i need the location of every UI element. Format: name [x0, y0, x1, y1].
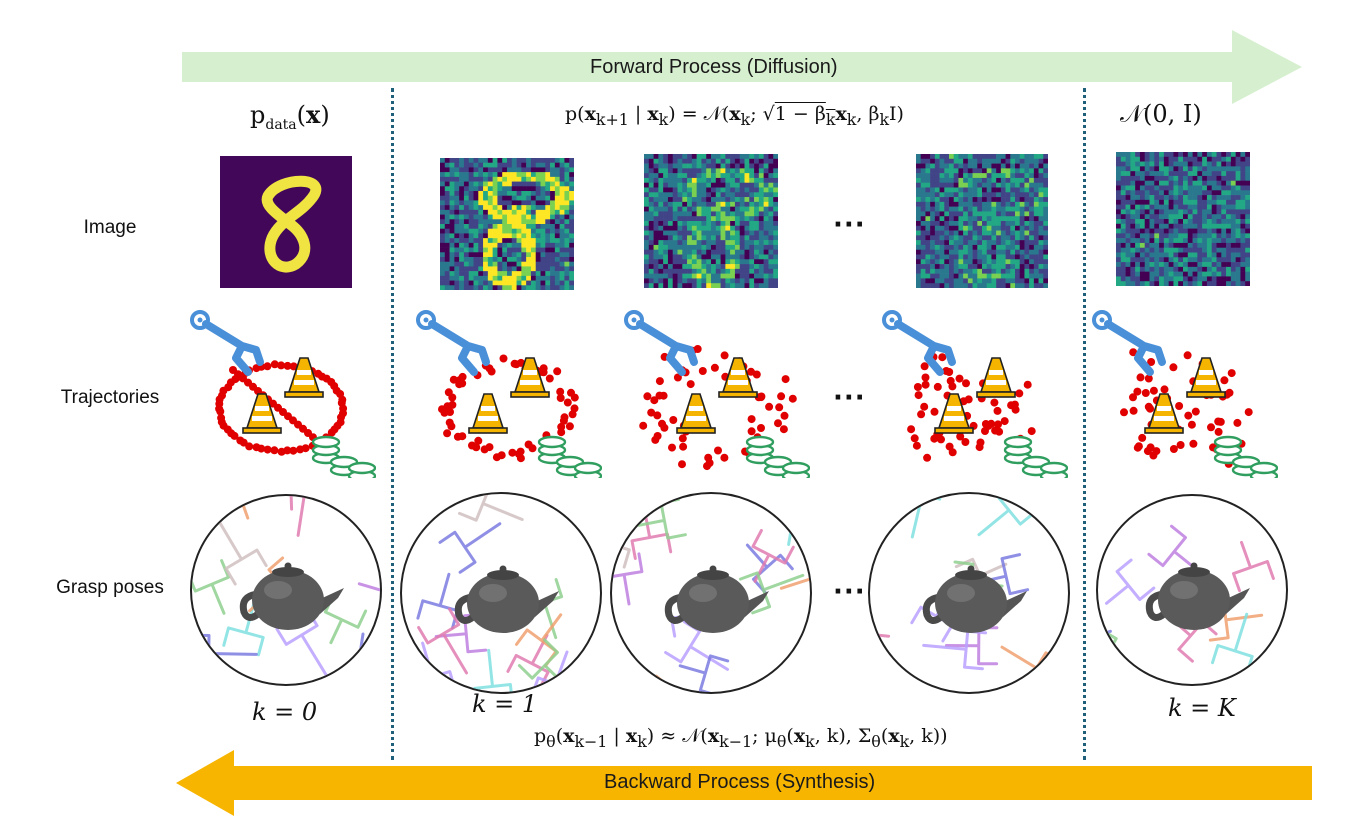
divider-left: [391, 88, 394, 760]
forward-arrow-label: Forward Process (Diffusion): [590, 56, 838, 78]
traffic-cone-icon: [976, 357, 1016, 398]
coin-stack-icon: [745, 435, 810, 478]
ellipsis-trajectory-row: ···: [833, 383, 866, 413]
grasp-circle-k1: [400, 492, 602, 694]
traffic-cone-icon: [468, 393, 508, 434]
robot-gripper-icon: [190, 310, 264, 376]
traffic-cone-icon: [934, 393, 974, 434]
header-forward-kernel: p(xk+1 | xk) = 𝒩(xk; √1 − βkxk, βkI): [565, 103, 904, 129]
robot-gripper-icon: [1092, 310, 1166, 376]
traffic-cone-icon: [718, 357, 758, 398]
noisy-image-step-2: [644, 154, 778, 288]
backward-arrow: [176, 750, 1312, 816]
traffic-cone-icon: [242, 393, 282, 434]
grasp-circle-k0: [190, 494, 382, 686]
noisy-image-step-1: [440, 158, 574, 290]
trajectory-scene-k2: [624, 310, 810, 478]
coin-stack-icon: [311, 435, 376, 478]
teapot-icon: [1145, 562, 1250, 630]
teapot-icon: [664, 565, 769, 633]
reverse-process-formula: pθ(xk−1 | xk) ≈ 𝒩(xk−1; μθ(xk, k), Σθ(xk…: [534, 725, 948, 751]
robot-gripper-icon: [416, 310, 490, 376]
forward-arrow: [182, 30, 1302, 104]
trajectory-scene-kK: [1092, 310, 1278, 478]
teapot-icon: [922, 565, 1027, 633]
teapot-icon: [239, 562, 344, 630]
traffic-cone-icon: [1144, 393, 1184, 434]
step-label-k1: k = 1: [472, 690, 538, 718]
row-label-image: Image: [83, 217, 137, 238]
traffic-cone-icon: [676, 393, 716, 434]
robot-gripper-icon: [882, 310, 956, 376]
teapot-icon: [454, 565, 559, 633]
grasp-circle-kK-minus-1: [868, 492, 1070, 694]
divider-right: [1083, 88, 1086, 760]
coin-stack-icon: [1003, 435, 1068, 478]
grasp-circle-kK: [1096, 494, 1288, 686]
row-label-trajectories: Trajectories: [60, 387, 160, 408]
trajectory-scene-kK-minus-1: [882, 310, 1068, 478]
header-prior: 𝒩(0, I): [1120, 100, 1202, 128]
coin-stack-icon: [537, 435, 602, 478]
row-label-grasp-poses: Grasp poses: [56, 577, 164, 598]
trajectory-scene-k0: [190, 310, 376, 478]
step-label-k0: k = 0: [252, 698, 318, 726]
step-label-kK: k = K: [1168, 694, 1236, 722]
traffic-cone-icon: [510, 357, 550, 398]
ellipsis-grasp-row: ···: [833, 577, 866, 607]
noise-image-prior: [1116, 152, 1250, 286]
trajectory-scene-k1: [416, 310, 602, 478]
robot-gripper-icon: [624, 310, 698, 376]
ellipsis-image-row: ···: [833, 210, 866, 240]
coin-stack-icon: [1213, 435, 1278, 478]
mnist-digit-image: [220, 156, 352, 288]
noisy-image-step-k-minus-1: [916, 154, 1048, 288]
backward-arrow-label: Backward Process (Synthesis): [604, 771, 876, 793]
traffic-cone-icon: [284, 357, 324, 398]
header-data-distribution: pdata(x): [250, 100, 330, 133]
grasp-circle-k2: [610, 492, 812, 694]
traffic-cone-icon: [1186, 357, 1226, 398]
